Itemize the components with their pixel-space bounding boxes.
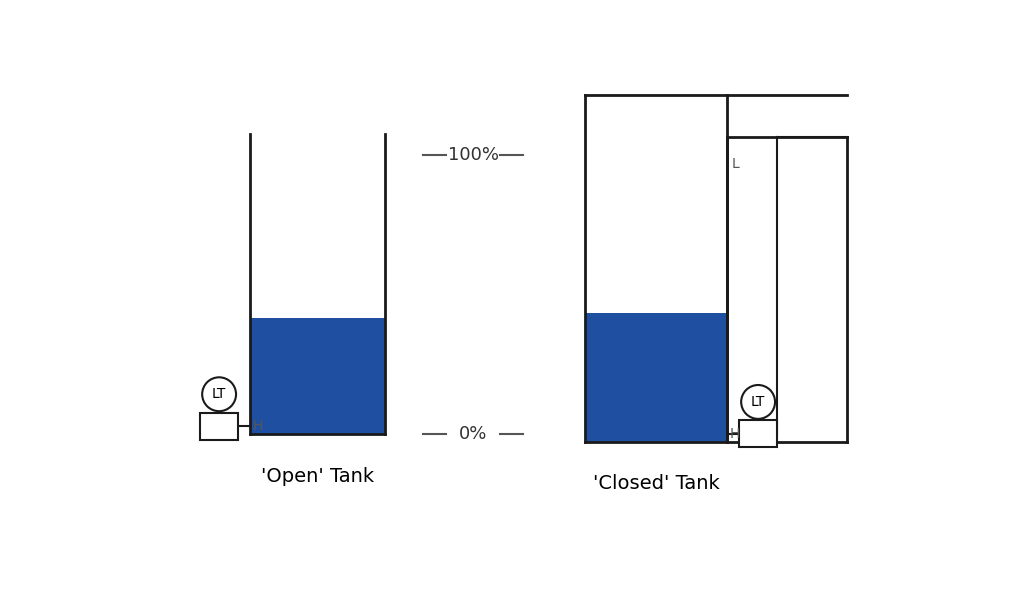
Bar <box>200 413 239 440</box>
Circle shape <box>741 385 775 419</box>
Text: 'Closed' Tank: 'Closed' Tank <box>593 475 720 493</box>
Bar <box>585 313 727 442</box>
Text: 100%: 100% <box>447 146 499 164</box>
Text: 0%: 0% <box>459 425 487 443</box>
Text: L: L <box>731 157 739 170</box>
Text: LT: LT <box>212 387 226 401</box>
Text: H: H <box>252 419 262 433</box>
Circle shape <box>202 377 237 411</box>
Bar <box>739 421 777 448</box>
Text: H: H <box>730 427 740 441</box>
Bar <box>250 318 385 434</box>
Text: 'Open' Tank: 'Open' Tank <box>261 467 374 486</box>
Text: LT: LT <box>751 395 765 409</box>
